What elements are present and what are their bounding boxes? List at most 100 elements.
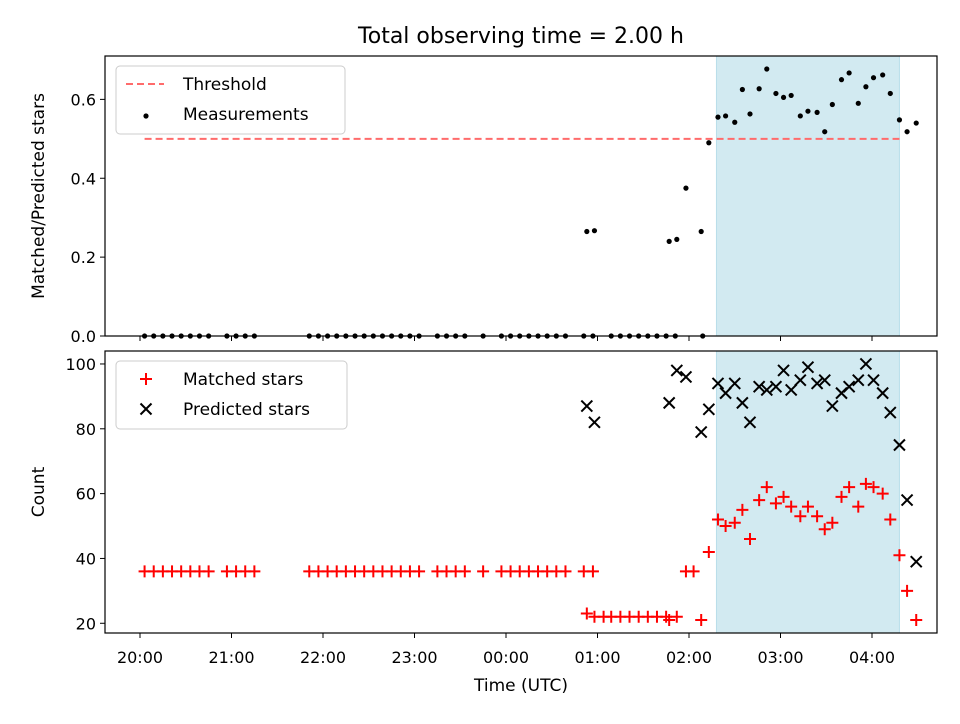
predicted-stars-point (910, 555, 923, 568)
measurement-point (829, 101, 835, 108)
matched-stars-point (769, 497, 782, 510)
matched-stars-point (785, 500, 798, 513)
measurement-point (723, 113, 729, 119)
predicted-stars-point (876, 386, 889, 400)
y-tick-label: 40 (76, 549, 96, 568)
y-tick-label: 0.0 (71, 327, 96, 346)
x-tick-label: 20:00 (117, 648, 163, 667)
matched-stars-point (559, 565, 572, 578)
predicted-stars-point (752, 380, 766, 393)
matched-stars-point (794, 510, 807, 523)
predicted-stars-point (679, 370, 693, 384)
matched-stars-point (753, 494, 766, 507)
measurement-point (870, 75, 877, 81)
measurement-point (715, 114, 721, 120)
x-tick-label: 23:00 (391, 648, 437, 667)
predicted-stars-point (670, 364, 684, 377)
measurement-point (683, 185, 689, 191)
measurement-point (674, 236, 680, 242)
predicted-stars-point (694, 425, 708, 439)
measurement-point (887, 90, 893, 97)
matched-stars-point (811, 510, 824, 523)
measurement-point (822, 129, 828, 135)
measurement-point (880, 72, 886, 78)
y-tick-label: 80 (76, 420, 96, 439)
legend-box (115, 65, 346, 135)
x-tick-label: 00:00 (483, 648, 529, 667)
predicted-stars-point (580, 399, 594, 413)
x-axis-label: Time (UTC) (473, 676, 568, 696)
legend-measurements-label: Measurements (183, 105, 309, 125)
measurement-point (846, 70, 852, 76)
measurement-point (814, 109, 820, 115)
legend-measurements-swatch (143, 113, 149, 119)
matched-stars-point (687, 565, 700, 578)
legend-matched-swatch (140, 373, 152, 385)
measurement-point (584, 228, 590, 235)
predicted-stars-point (588, 416, 601, 429)
x-tick-label: 22:00 (300, 648, 346, 667)
legend: Matched stars Predicted stars (115, 360, 348, 430)
y-axis-label: Count (29, 466, 49, 517)
matched-stars-point (876, 487, 889, 500)
measurement-point (756, 86, 762, 92)
matched-stars-point (736, 503, 749, 516)
predicted-stars-point (859, 357, 873, 371)
matched-stars-point (458, 565, 471, 578)
matched-stars-point (248, 565, 261, 578)
matched-stars-point (884, 513, 897, 526)
figure-title: Total observing time = 2.00 h (357, 24, 684, 49)
predicted-stars-point (900, 493, 914, 507)
predicted-stars-point (702, 403, 716, 416)
bottom-panel: 20 40 60 80 100 20:00 21:00 22:00 23:00 00:00 01:0… (29, 350, 938, 696)
matched-stars-point (728, 516, 741, 529)
measurement-point (896, 117, 903, 123)
matched-stars-point (852, 500, 865, 513)
matched-stars-point (777, 490, 790, 503)
matched-stars-point (859, 477, 872, 490)
measurement-point (666, 238, 672, 244)
measurement-point (788, 92, 794, 99)
matched-stars-point (867, 481, 880, 494)
legend-matched-label: Matched stars (183, 370, 303, 390)
predicted-stars-point (826, 399, 839, 413)
x-tick-label: 01:00 (574, 648, 620, 667)
legend-predicted-swatch (139, 402, 153, 416)
x-tick-label: 02:00 (666, 648, 712, 667)
measurement-point (863, 84, 869, 90)
matched-stars-point (670, 610, 683, 623)
matched-stars-point (702, 545, 715, 558)
predicted-stars-point (769, 380, 783, 393)
predicted-stars-point (760, 383, 773, 397)
matched-stars-point (843, 481, 856, 494)
matched-stars-point (586, 565, 599, 578)
predicted-stars-point (794, 373, 807, 387)
measurement-point (698, 228, 704, 235)
predicted-stars-point (743, 416, 757, 429)
matched-stars-point (663, 614, 676, 627)
shaded-region (715, 55, 900, 337)
measurement-point (764, 66, 770, 72)
measurement-point (706, 140, 712, 146)
matched-stars-point (893, 549, 906, 562)
matched-stars-point (695, 614, 708, 627)
measurement-point (855, 100, 861, 106)
measurement-point (739, 86, 745, 93)
predicted-stars-point (736, 396, 749, 410)
matched-stars-point (580, 607, 593, 620)
x-tick-label: 21:00 (208, 648, 254, 667)
predicted-stars-point (662, 396, 676, 410)
measurement-point (805, 108, 811, 114)
matched-stars-point (413, 565, 426, 578)
predicted-stars-point (784, 383, 798, 397)
matched-stars-point (719, 520, 732, 533)
y-tick-label: 100 (65, 355, 96, 374)
y-tick-label: 0.4 (71, 169, 96, 188)
shaded-region (715, 350, 900, 634)
y-axis-label: Matched/Predicted stars (29, 93, 49, 299)
measurement-point (904, 129, 910, 135)
matched-stars-point (760, 481, 773, 494)
predicted-stars-point (852, 373, 865, 387)
predicted-stars-point (884, 406, 897, 419)
